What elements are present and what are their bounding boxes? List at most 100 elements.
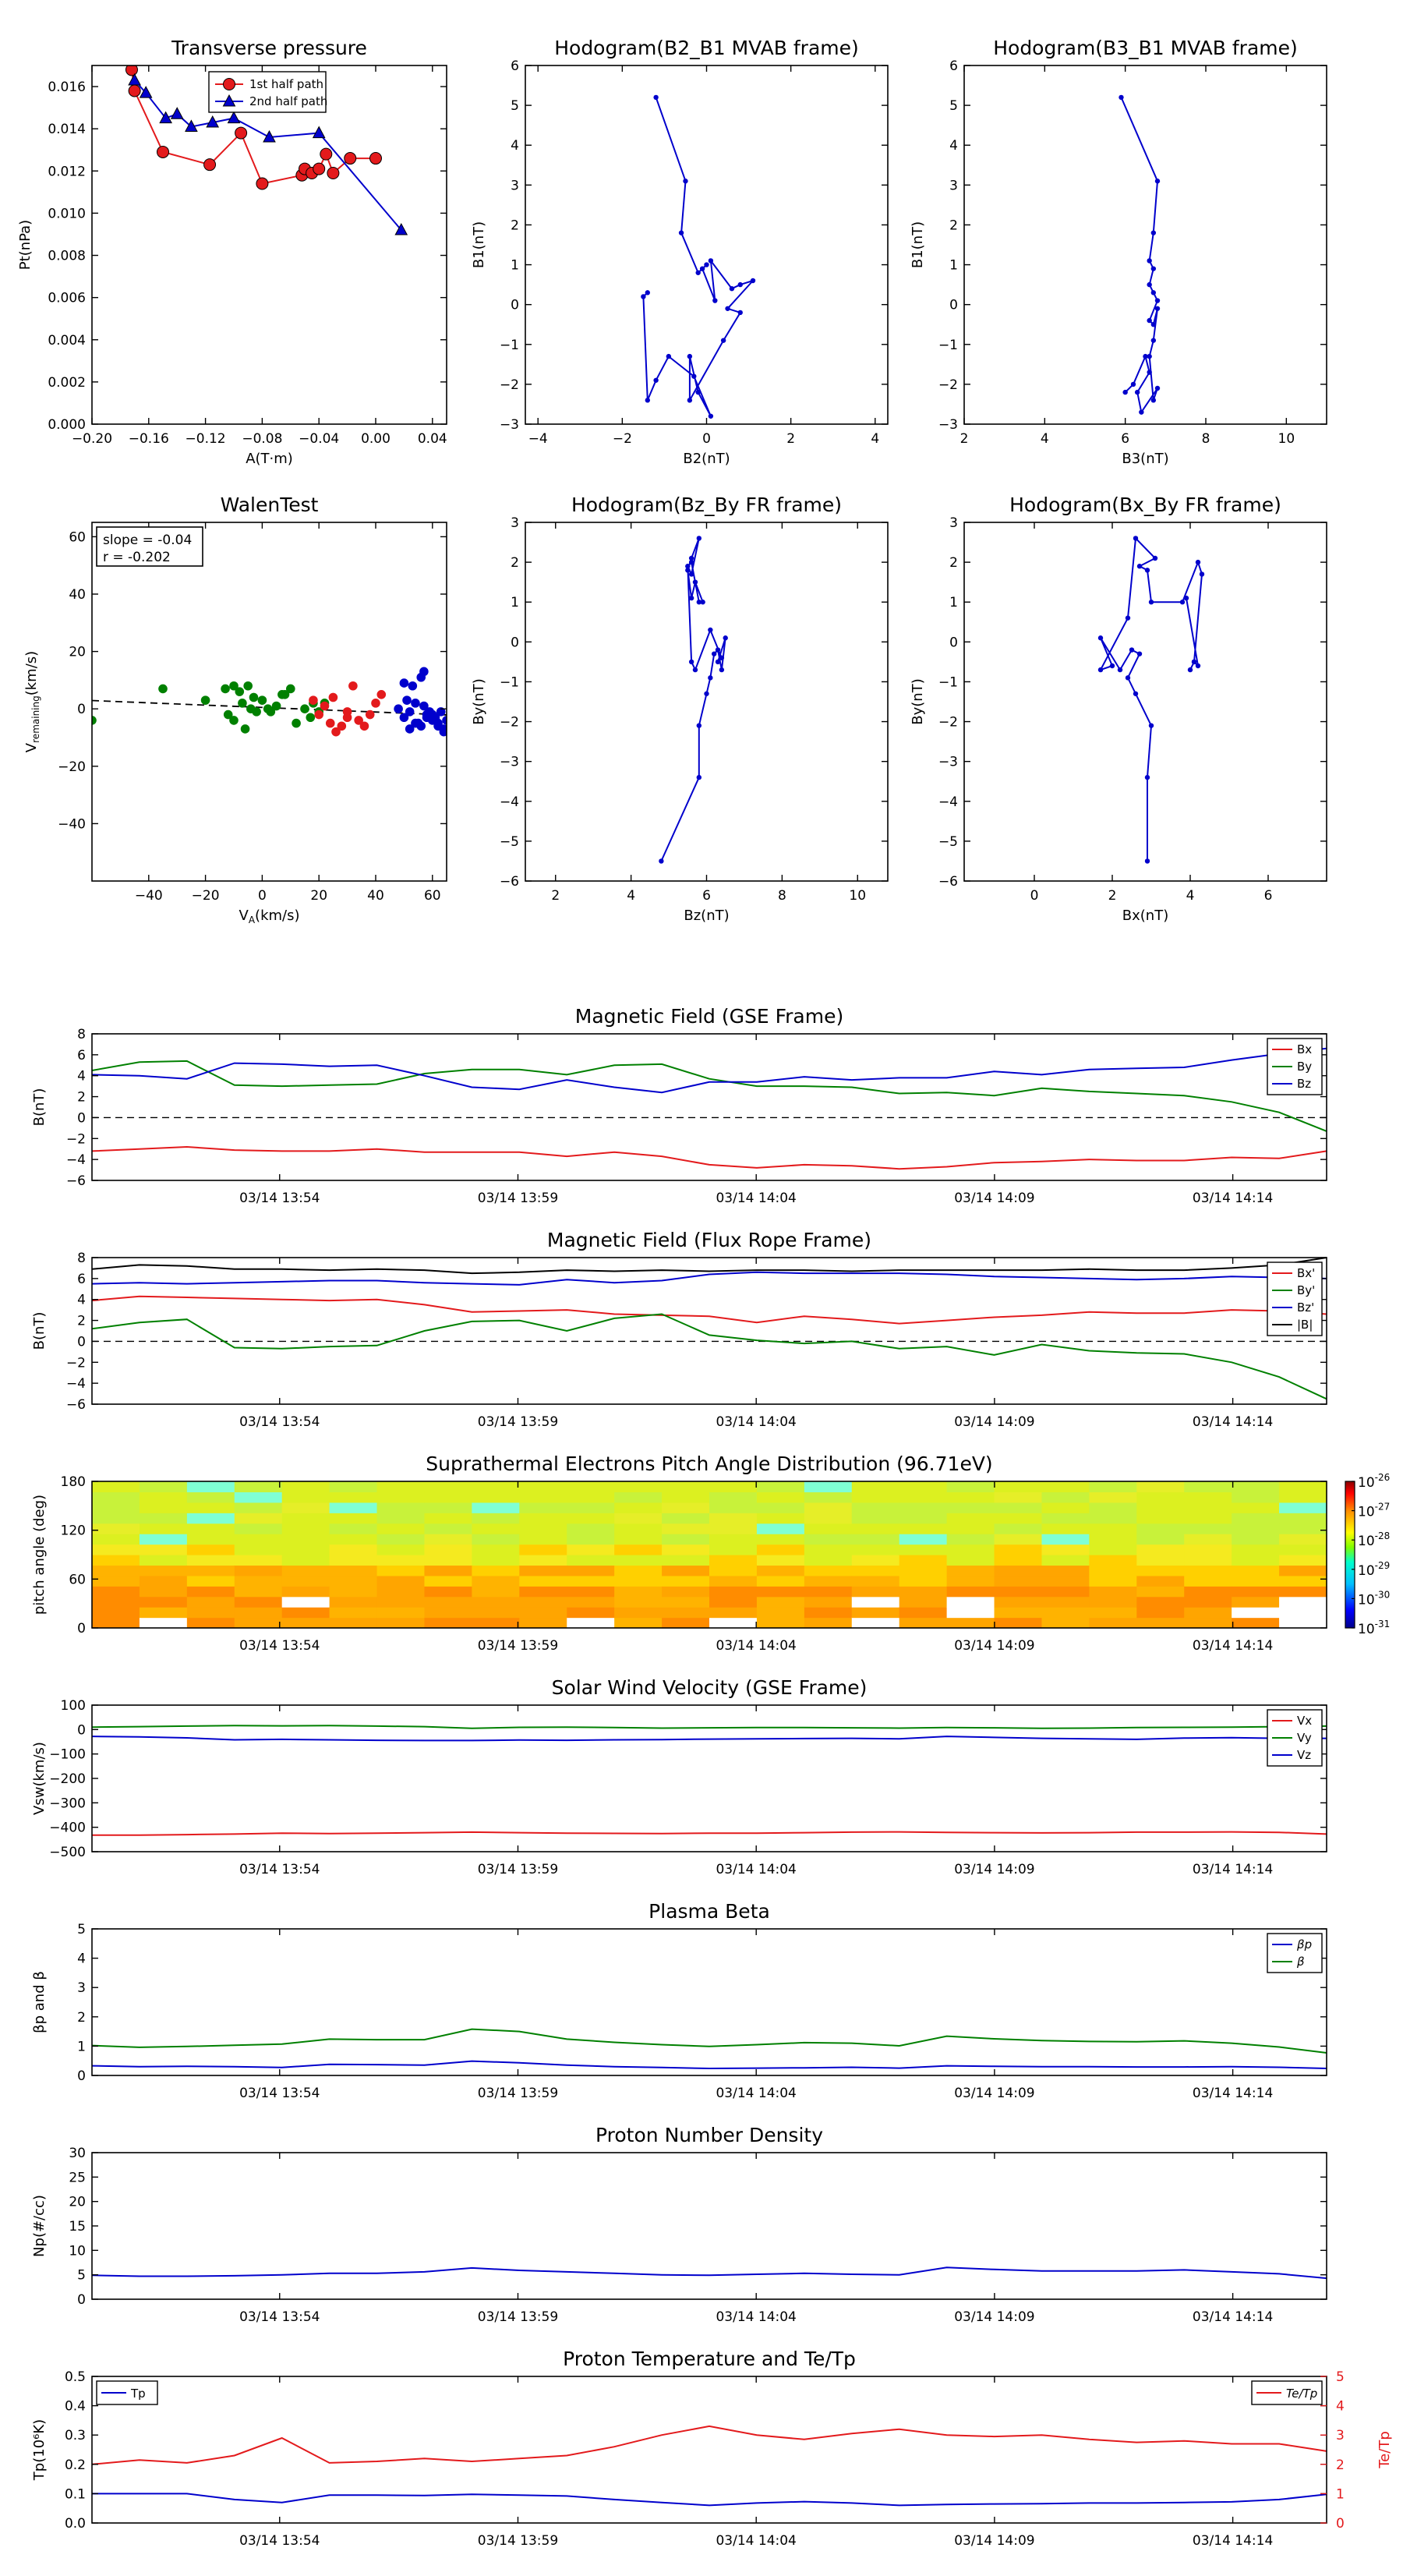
- pad-heatmap-cell: [851, 1502, 900, 1513]
- h4-series-0-point: [1144, 858, 1150, 864]
- pad-heatmap-cell: [756, 1596, 805, 1608]
- h1-series-0-line: [642, 97, 756, 417]
- pad-heatmap-cell: [709, 1513, 758, 1524]
- pad-heatmap-cell: [709, 1596, 758, 1608]
- pad-heatmap-cell: [472, 1617, 520, 1629]
- h3-series-0-point: [685, 564, 691, 569]
- pt-series-0-point: [256, 177, 269, 190]
- pad-heatmap-cell: [1136, 1534, 1185, 1545]
- pad-heatmap-cell: [92, 1523, 140, 1534]
- h1-series-0-point: [699, 266, 705, 271]
- h4-y-tick-label: −1: [938, 674, 958, 690]
- pad-heatmap-cell: [519, 1596, 567, 1608]
- pad-heatmap-cell: [756, 1555, 805, 1566]
- vsw-y-tick-label: −400: [49, 1821, 86, 1836]
- walen-series-2-point: [399, 678, 409, 688]
- pad-heatmap-cell: [234, 1534, 283, 1545]
- pt-legend-label: 1st half path: [249, 77, 323, 91]
- pad-heatmap-cell: [994, 1555, 1043, 1566]
- h2-series-0-point: [1122, 389, 1128, 395]
- pad-heatmap-cell: [186, 1607, 235, 1619]
- walen-x-axis-label-sub: A: [249, 915, 256, 925]
- pad-heatmap-cell: [709, 1565, 758, 1576]
- walen-y-axis-label-unit: (km/s): [23, 651, 40, 695]
- pad-heatmap-cell: [186, 1481, 235, 1493]
- np-plot-frame: [91, 2152, 1327, 2300]
- h1-y-tick-label: 1: [511, 258, 519, 274]
- walen-x-tick-label: 20: [310, 888, 327, 904]
- pad-heatmap-cell: [139, 1491, 188, 1503]
- pad-heatmap-cell: [756, 1575, 805, 1587]
- pad-colorbar-tick-base: 10: [1358, 1534, 1375, 1549]
- pad-heatmap-cell: [709, 1523, 758, 1534]
- walen-series-0-point: [266, 707, 276, 717]
- pad-heatmap-cell: [946, 1607, 995, 1619]
- pad-heatmap-cell: [994, 1596, 1043, 1608]
- h3-series-0-point: [688, 559, 694, 565]
- pad-heatmap-cell: [709, 1481, 758, 1493]
- pad-heatmap-cell: [662, 1513, 710, 1524]
- pt-x-tick-label: −0.08: [242, 431, 282, 447]
- bgse-y-tick-label: 2: [77, 1090, 86, 1106]
- np-chart-title: Proton Number Density: [595, 2124, 823, 2146]
- pad-y-tick-label: 120: [61, 1523, 86, 1539]
- pad-heatmap-cell: [519, 1523, 567, 1534]
- tp-y2-tick-label: 2: [1336, 2457, 1345, 2473]
- beta-y-tick-label: 3: [77, 1980, 86, 1996]
- walen-series-0-point: [221, 684, 230, 694]
- bgse-series-1-line: [91, 1060, 1327, 1132]
- h2-series-0-point: [1154, 298, 1161, 303]
- pad-heatmap-cell: [424, 1502, 472, 1513]
- pad-heatmap-cell: [946, 1513, 995, 1524]
- beta-time-tick-label: 03/14 14:09: [954, 2086, 1034, 2101]
- walen-series-2-point: [408, 681, 418, 691]
- h4-x-axis-label: Bx(nT): [1122, 908, 1168, 924]
- pad-heatmap-cell: [662, 1534, 710, 1545]
- h3-x-tick-label: 4: [627, 888, 635, 904]
- pad-heatmap-cell: [1184, 1502, 1232, 1513]
- pad-heatmap-cell: [424, 1523, 472, 1534]
- pad-heatmap-cell: [376, 1555, 426, 1566]
- pt-series-0-point: [327, 167, 340, 179]
- pad-heatmap-cell: [281, 1513, 330, 1524]
- pad-heatmap-cell: [567, 1502, 615, 1513]
- pad-heatmap-cell: [994, 1617, 1043, 1629]
- h1-series-0-point: [720, 338, 726, 343]
- pad-heatmap-cell: [519, 1586, 567, 1598]
- h3-series-0-point: [688, 571, 694, 577]
- h4-series-0-point: [1133, 536, 1139, 541]
- pad-heatmap-cell: [899, 1617, 948, 1629]
- pad-heatmap-cell: [376, 1617, 426, 1629]
- pad-heatmap-cell: [92, 1502, 140, 1513]
- pad-heatmap-cell: [186, 1534, 235, 1545]
- walen-y-tick-label: 60: [69, 529, 86, 545]
- pt-series-0-point: [313, 162, 326, 175]
- bgse-chart-title: Magnetic Field (GSE Frame): [575, 1005, 843, 1028]
- bfr-legend-box: [1267, 1261, 1323, 1336]
- h2-series-0-point: [1150, 398, 1157, 403]
- h1-y-tick-label: 5: [511, 98, 519, 114]
- pad-heatmap-cell: [139, 1607, 188, 1619]
- h3-y-tick-label: −4: [500, 794, 519, 810]
- pad-heatmap-cell: [139, 1502, 188, 1513]
- h4-series-0-point: [1152, 555, 1158, 561]
- h4-series-0-point: [1144, 774, 1150, 780]
- pad-heatmap-cell: [424, 1596, 472, 1608]
- pad-heatmap-cell: [567, 1534, 615, 1545]
- pad-heatmap-cell: [1279, 1481, 1327, 1493]
- pad-heatmap-cell: [662, 1544, 710, 1555]
- walen-x-axis-label-main: V: [239, 908, 249, 924]
- h1-series-0-point: [653, 94, 659, 101]
- bgse-legend-label: Bx: [1297, 1042, 1312, 1056]
- pad-heatmap-cell: [472, 1544, 520, 1555]
- h4-series-0-point: [1191, 659, 1197, 665]
- pad-heatmap-cell: [92, 1586, 140, 1598]
- walen-series-1-point: [309, 695, 318, 705]
- bfr-time-tick-label: 03/14 13:54: [239, 1414, 320, 1430]
- pad-heatmap-cell: [614, 1513, 663, 1524]
- pt-y-tick-label: 0.008: [48, 249, 86, 264]
- walen-series-1-point: [314, 709, 324, 720]
- walen-series-0-point: [229, 716, 239, 725]
- h4-panel: Hodogram(Bx_By FR frame) 0 2 4 6 −6 −5 −4 −3 −2 −1…: [910, 494, 1327, 924]
